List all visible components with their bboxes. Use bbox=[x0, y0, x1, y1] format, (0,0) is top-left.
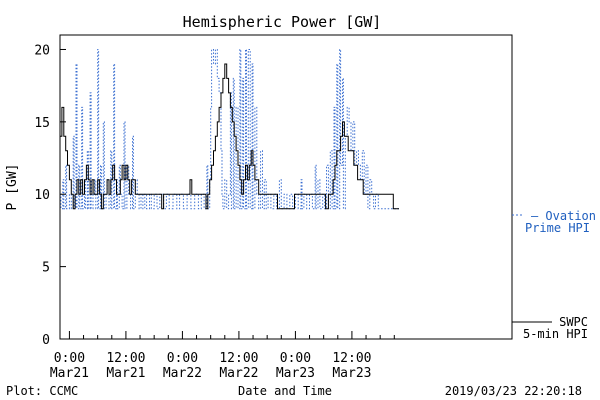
legend-swpc-line2: 5-min HPI bbox=[523, 327, 588, 341]
legend-swpc: SWPC 5-min HPI bbox=[512, 315, 588, 341]
y-tick-label: 15 bbox=[34, 116, 50, 131]
x-axis-label: Date and Time bbox=[238, 384, 332, 398]
x-tick-label-date: Mar23 bbox=[332, 366, 371, 381]
x-tick-label-time: 0:00 bbox=[280, 351, 311, 366]
footer-timestamp: 2019/03/23 22:20:18 bbox=[445, 384, 582, 398]
x-tick-label-date: Mar22 bbox=[219, 366, 258, 381]
plot-frame bbox=[59, 34, 513, 340]
x-tick-label-time: 0:00 bbox=[54, 351, 85, 366]
chart-title: Hemispheric Power [GW] bbox=[183, 13, 382, 31]
x-tick-label-time: 12:00 bbox=[219, 351, 258, 366]
y-tick-label: 0 bbox=[42, 333, 50, 348]
swpc-series bbox=[60, 63, 399, 210]
legend-ovation-line2: Prime HPI bbox=[525, 221, 590, 235]
y-tick-label: 20 bbox=[34, 43, 50, 58]
legend-swpc-line1: SWPC bbox=[559, 315, 588, 329]
x-tick-label-date: Mar22 bbox=[163, 366, 202, 381]
x-tick-label-time: 0:00 bbox=[167, 351, 198, 366]
legend-ovation: — Ovation Prime HPI bbox=[512, 209, 596, 235]
swpc-line bbox=[60, 63, 399, 210]
x-tick-label-time: 12:00 bbox=[332, 351, 371, 366]
x-tick-label-date: Mar21 bbox=[50, 366, 89, 381]
y-axis: 0 5 10 15 20 bbox=[34, 43, 66, 348]
x-tick-label-date: Mar21 bbox=[106, 366, 145, 381]
x-axis: 0:00Mar2112:00Mar210:00Mar2212:00Mar220:… bbox=[50, 331, 395, 381]
y-tick-label: 10 bbox=[34, 188, 50, 203]
y-tick-label: 5 bbox=[42, 261, 50, 276]
y-axis-label: P [GW] bbox=[5, 164, 20, 211]
footer-plot-credit: Plot: CCMC bbox=[6, 384, 78, 398]
x-tick-label-date: Mar23 bbox=[276, 366, 315, 381]
legend-ovation-line1: — Ovation bbox=[531, 209, 596, 223]
x-tick-label-time: 12:00 bbox=[106, 351, 145, 366]
